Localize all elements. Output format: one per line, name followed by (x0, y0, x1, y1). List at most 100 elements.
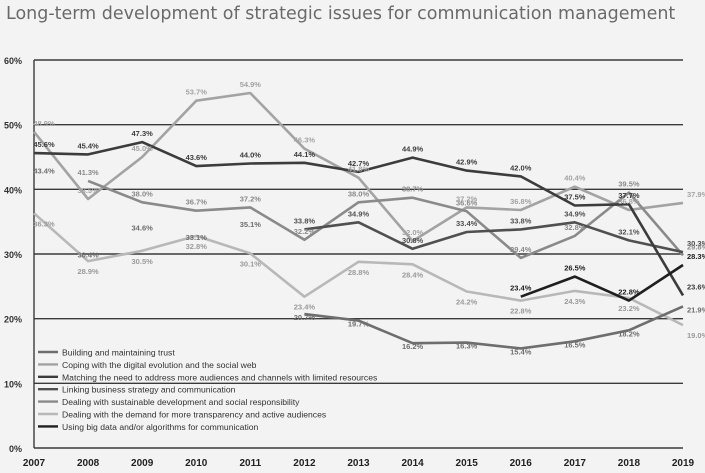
data-label: 38.0% (132, 189, 154, 198)
data-label: 36.8% (510, 197, 532, 206)
data-label: 30.4% (77, 250, 99, 259)
x-tick-label: 2014 (401, 458, 424, 469)
data-label: 32.1% (618, 227, 640, 236)
legend-label: Dealing with the demand for more transpa… (62, 410, 326, 420)
data-label: 23.4% (294, 303, 316, 312)
data-label: 30.8% (402, 236, 424, 245)
data-label: 29.4% (510, 245, 532, 254)
data-label: 19.7% (348, 320, 370, 329)
data-label: 22.8% (510, 307, 532, 316)
data-label: 54.9% (240, 80, 262, 89)
y-tick-label: 40% (4, 185, 22, 195)
data-label: 47.3% (132, 129, 154, 138)
x-tick-label: 2012 (293, 458, 316, 469)
data-label: 33.1% (186, 233, 208, 242)
data-label: 38.7% (402, 185, 424, 194)
x-tick-label: 2016 (510, 458, 533, 469)
data-label: 53.7% (186, 88, 208, 97)
data-label: 18.2% (618, 329, 640, 338)
data-label: 48.9% (33, 119, 55, 128)
data-label: 26.5% (564, 264, 586, 273)
data-label: 28.3% (687, 252, 705, 261)
y-tick-label: 0% (9, 444, 22, 454)
data-label: 46.3% (294, 136, 316, 145)
series-line (32, 91, 684, 243)
series-line (87, 179, 684, 260)
y-tick-label: 10% (4, 379, 22, 389)
data-label: 45.0% (132, 144, 154, 153)
series-line (520, 263, 684, 302)
data-label: 32.8% (564, 223, 586, 232)
data-label: 45.6% (33, 140, 55, 149)
data-label: 44.0% (240, 150, 262, 159)
x-tick-label: 2015 (456, 458, 479, 469)
y-tick-label: 30% (4, 250, 22, 260)
data-label: 42.0% (510, 163, 532, 172)
data-label: 37.9% (687, 190, 705, 199)
legend-label: Dealing with sustainable development and… (62, 397, 300, 407)
data-label: 33.4% (456, 219, 478, 228)
data-label: 22.8% (618, 288, 640, 297)
data-label: 37.7% (618, 191, 640, 200)
data-label: 33.8% (510, 216, 532, 225)
data-label: 30.3% (687, 239, 705, 248)
data-label: 16.5% (564, 340, 586, 349)
data-label: 15.4% (510, 347, 532, 356)
data-label: 36.8% (618, 197, 640, 206)
data-label: 39.5% (618, 180, 640, 189)
x-tick-label: 2013 (347, 458, 370, 469)
series-line (33, 212, 684, 327)
data-label: 16.2% (402, 342, 424, 351)
legend-label: Building and maintaining trust (62, 348, 175, 358)
data-label: 30.1% (240, 259, 262, 268)
x-tick-label: 2009 (131, 458, 154, 469)
data-label: 32.0% (402, 228, 424, 237)
data-label: 42.9% (456, 158, 478, 167)
data-label: 44.1% (294, 150, 316, 159)
data-label: 43.4% (33, 166, 55, 175)
series-line (304, 221, 684, 254)
x-tick-label: 2010 (185, 458, 208, 469)
legend-label: Matching the need to address more audien… (62, 372, 377, 382)
data-label: 45.4% (77, 141, 99, 150)
data-label: 28.8% (348, 268, 370, 277)
data-label: 38.5% (77, 186, 99, 195)
data-label: 36.3% (33, 219, 55, 228)
data-label: 24.3% (564, 297, 586, 306)
data-label: 20.7% (294, 313, 316, 322)
legend-label: Linking business strategy and communicat… (62, 385, 236, 395)
x-tick-label: 2018 (618, 458, 641, 469)
data-label: 33.8% (294, 216, 316, 225)
x-tick-label: 2019 (672, 458, 695, 469)
x-tick-label: 2008 (77, 458, 100, 469)
data-label: 34.9% (564, 209, 586, 218)
data-label: 23.6% (687, 282, 705, 291)
data-label: 24.2% (456, 298, 478, 307)
legend-label: Coping with the digital evolution and th… (62, 360, 257, 370)
data-label: 44.9% (402, 145, 424, 154)
data-label: 37.2% (456, 194, 478, 203)
series-line (33, 140, 685, 297)
y-tick-label: 50% (4, 121, 22, 131)
data-label: 21.9% (687, 305, 705, 314)
data-label: 16.3% (456, 342, 478, 351)
data-label: 36.6% (456, 198, 478, 207)
y-tick-label: 60% (4, 56, 22, 66)
y-tick-label: 20% (4, 315, 22, 325)
data-label: 23.4% (510, 284, 532, 293)
series-line (304, 305, 684, 350)
x-tick-label: 2017 (564, 458, 587, 469)
data-label: 37.5% (564, 193, 586, 202)
data-label: 38.0% (348, 189, 370, 198)
data-label: 29.8% (687, 242, 705, 251)
data-label: 28.4% (402, 270, 424, 279)
data-label: 28.9% (77, 267, 99, 276)
data-label: 43.6% (186, 153, 208, 162)
data-label: 32.8% (186, 242, 208, 251)
chart-title: Long-term development of strategic issue… (6, 4, 676, 24)
data-label: 41.8% (348, 165, 370, 174)
data-label: 34.6% (132, 223, 154, 232)
data-label: 34.9% (348, 209, 370, 218)
data-label: 19.0% (687, 331, 705, 340)
